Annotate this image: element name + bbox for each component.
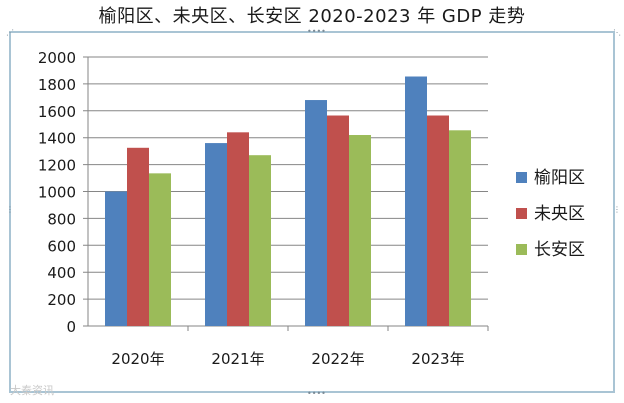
bar-3-2 [449, 130, 471, 326]
x-axis-ticks: 2020年 2021年 2022年 2023年 [111, 350, 464, 368]
y-tick-label: 1800 [38, 76, 76, 94]
bar-2-1 [327, 115, 349, 326]
x-tick-label: 2023年 [411, 350, 464, 368]
resize-handle-top-left[interactable]: ⋰ [6, 28, 14, 37]
y-tick-label: 1400 [38, 130, 76, 148]
bar-0-0 [105, 191, 127, 326]
legend-label: 榆阳区 [534, 168, 585, 188]
resize-handle-left[interactable]: ⋮ [6, 205, 14, 214]
bar-0-1 [127, 147, 149, 326]
y-tick-label: 1600 [38, 103, 76, 121]
y-tick-label: 1200 [38, 157, 76, 175]
resize-handle-bottom[interactable]: •••• [307, 389, 326, 398]
y-tick-label: 200 [47, 291, 76, 309]
bar-1-1 [227, 132, 249, 326]
y-axis-ticks: 0 200 400 600 800 1000 1200 1400 1600 1800 2000 [38, 49, 76, 336]
legend-label: 未央区 [534, 204, 585, 224]
bars [105, 76, 471, 326]
bar-1-2 [249, 155, 271, 326]
y-tick-label: 600 [47, 237, 76, 255]
bar-3-1 [427, 115, 449, 326]
x-tick-label: 2021年 [211, 350, 264, 368]
legend-swatch [516, 172, 527, 183]
y-tick-label: 800 [47, 210, 76, 228]
bar-0-2 [149, 173, 171, 326]
legend-swatch [516, 244, 527, 255]
y-tick-label: 400 [47, 264, 76, 282]
chart-title: 榆阳区、未央区、长安区 2020-2023 年 GDP 走势 [98, 6, 526, 27]
legend-swatch [516, 208, 527, 219]
resize-handle-top-right[interactable]: ⋱ [613, 28, 621, 37]
resize-handle-top[interactable]: •••• [307, 27, 326, 36]
bar-1-0 [205, 143, 227, 326]
watermark: 大秦资讯 [10, 384, 54, 397]
legend-label: 长安区 [534, 240, 585, 260]
x-tick-label: 2022年 [311, 350, 364, 368]
y-tick-label: 0 [66, 318, 76, 336]
resize-handle-right[interactable]: ⋮ [613, 205, 621, 214]
y-tick-label: 2000 [38, 49, 76, 67]
bar-2-2 [349, 135, 371, 326]
bar-2-0 [305, 100, 327, 326]
chart-frame[interactable] [9, 31, 615, 393]
x-tick-label: 2020年 [111, 350, 164, 368]
bar-3-0 [405, 76, 427, 326]
y-tick-label: 1000 [38, 184, 76, 202]
